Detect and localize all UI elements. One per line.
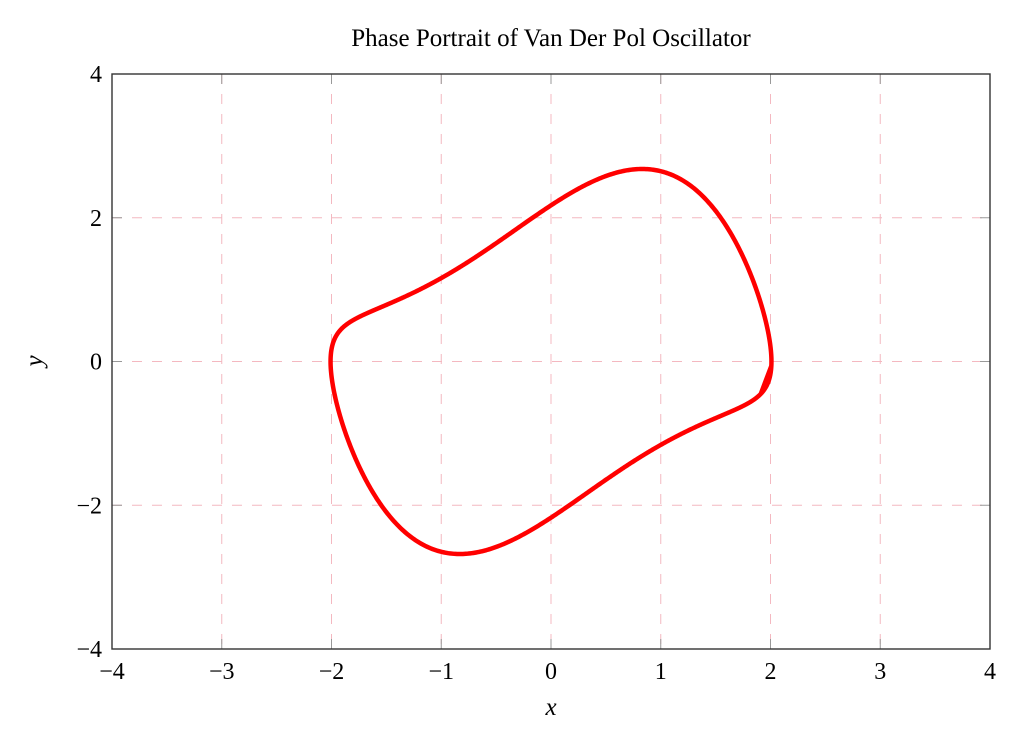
- x-axis-label: x: [544, 694, 556, 721]
- y-tick-label: 4: [90, 62, 102, 88]
- plot-frame: [111, 73, 991, 650]
- y-tick-label: −2: [76, 493, 102, 519]
- y-axis-label: y: [21, 355, 48, 370]
- y-tick-label: 0: [90, 350, 102, 376]
- grid-lines: [112, 74, 990, 649]
- x-tick-label: −2: [319, 659, 345, 685]
- x-tick-label: 2: [765, 659, 777, 685]
- limit-cycle-curve: [328, 166, 774, 557]
- x-tick-label: 3: [874, 659, 886, 685]
- y-tick-label: 2: [90, 206, 102, 232]
- x-tick-label: −4: [99, 659, 125, 685]
- y-tick-label: −4: [76, 637, 102, 663]
- x-tick-label: −1: [428, 659, 454, 685]
- x-tick-label: 4: [984, 659, 996, 685]
- y-tick-labels: −4 −2 0 2 4: [76, 62, 102, 663]
- x-tick-label: −3: [209, 659, 235, 685]
- chart-title: Phase Portrait of Van Der Pol Oscillator: [351, 25, 751, 52]
- x-tick-label: 1: [655, 659, 667, 685]
- x-tick-label: 0: [545, 659, 557, 685]
- x-tick-labels: −4 −3 −2 −1 0 1 2 3 4: [99, 659, 996, 685]
